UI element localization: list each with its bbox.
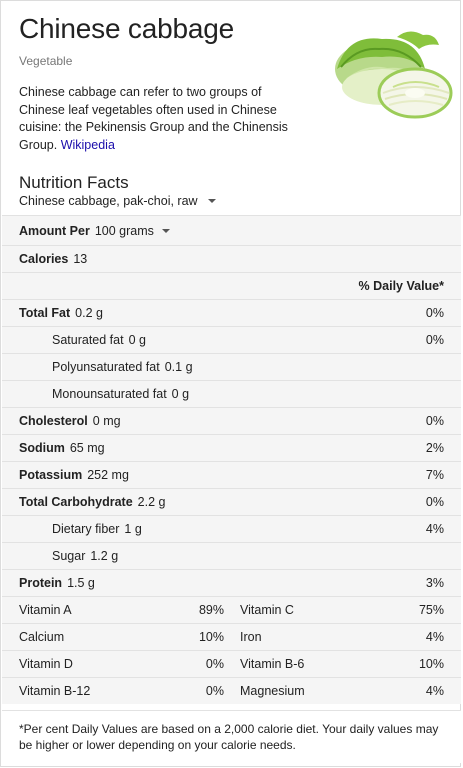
nutrient-value: 1.2 g [90, 549, 119, 563]
nutrient-value: 2.2 g [137, 495, 166, 509]
nutrient-value: 1 g [124, 522, 142, 536]
table-row: Dietary fiber 1 g 4% [2, 515, 461, 542]
food-selector-label: Chinese cabbage, pak-choi, raw [19, 194, 198, 208]
calories-row: Calories 13 [2, 245, 461, 272]
table-row: Saturated fat 0 g 0% [2, 326, 461, 353]
chevron-down-icon [161, 228, 170, 233]
cabbage-illustration [335, 31, 453, 119]
nutrition-table: Amount Per 100 grams Calories 13 % Daily… [2, 215, 461, 704]
nutrient-label: Total Fat [19, 306, 71, 320]
serving-value: 100 grams [94, 223, 154, 238]
nutrition-facts-title: Nutrition Facts [19, 173, 129, 192]
nutrient-value: 252 mg [87, 468, 129, 482]
vitamin-name: Magnesium [240, 684, 305, 698]
nutrient-value: 0 mg [92, 414, 121, 428]
description: Chinese cabbage can refer to two groups … [19, 84, 309, 154]
nutrient-value: 1.5 g [67, 576, 95, 590]
table-row: Cholesterol 0 mg 0% [2, 407, 461, 434]
vitamin-dv: 89% [198, 603, 224, 617]
vitamin-dv: 0% [205, 684, 224, 698]
table-row: Total Carbohydrate 2.2 g 0% [2, 488, 461, 515]
wikipedia-link[interactable]: Wikipedia [60, 137, 115, 152]
food-selector[interactable]: Chinese cabbage, pak-choi, raw [19, 194, 216, 208]
vitamin-name: Vitamin D [19, 657, 73, 671]
nutrient-dv: 0% [425, 333, 444, 347]
vitamin-row: Calcium 10% Iron 4% [2, 623, 461, 650]
daily-value-header-row: % Daily Value* [2, 272, 461, 299]
nutrient-label: Monounsaturated fat [52, 387, 167, 401]
nutrient-label: Dietary fiber [52, 522, 120, 536]
description-text: Chinese cabbage can refer to two groups … [19, 85, 288, 152]
table-row: Polyunsaturated fat 0.1 g [2, 353, 461, 380]
nutrient-label: Total Carbohydrate [19, 495, 133, 509]
vitamin-dv: 0% [205, 657, 224, 671]
nutrient-value: 0.1 g [164, 360, 193, 374]
vitamin-name: Iron [240, 630, 262, 644]
serving-selector[interactable]: 100 grams [95, 224, 170, 238]
nutrient-label: Potassium [19, 468, 83, 482]
vitamin-name: Calcium [19, 630, 65, 644]
nutrient-value: 0.2 g [75, 306, 103, 320]
vitamin-row: Vitamin A 89% Vitamin C 75% [2, 596, 461, 623]
nutrient-dv: 0% [425, 495, 444, 509]
subtitle: Vegetable [19, 54, 73, 68]
nutrient-dv: 7% [425, 468, 444, 482]
vitamin-dv: 4% [425, 684, 444, 698]
vitamin-dv: 4% [425, 630, 444, 644]
footnote: *Per cent Daily Values are based on a 2,… [2, 710, 461, 763]
chevron-down-icon [207, 199, 216, 203]
daily-value-header: % Daily Value* [358, 279, 444, 293]
table-row: Sodium 65 mg 2% [2, 434, 461, 461]
nutrient-dv: 3% [425, 576, 444, 590]
nutrient-label: Protein [19, 576, 63, 590]
amount-label: Amount Per [19, 223, 90, 238]
nutrient-label: Polyunsaturated fat [52, 360, 160, 374]
vitamin-name: Vitamin A [19, 603, 72, 617]
nutrient-dv: 4% [425, 522, 444, 536]
nutrient-label: Saturated fat [52, 333, 124, 347]
nutrient-dv: 2% [425, 441, 444, 455]
nutrient-label: Cholesterol [19, 414, 88, 428]
vitamin-dv: 10% [418, 657, 444, 671]
vitamin-name: Vitamin B-12 [19, 684, 91, 698]
cabbage-image[interactable] [327, 29, 455, 121]
nutrient-value: 0 g [171, 387, 190, 401]
vitamin-dv: 75% [418, 603, 444, 617]
table-row: Total Fat 0.2 g 0% [2, 299, 461, 326]
nutrient-dv: 0% [425, 414, 444, 428]
amount-row: Amount Per 100 grams [2, 215, 461, 245]
nutrient-label: Sugar [52, 549, 86, 563]
calories-label: Calories [19, 252, 69, 266]
table-row: Protein 1.5 g 3% [2, 569, 461, 596]
vitamin-row: Vitamin D 0% Vitamin B-6 10% [2, 650, 461, 677]
vitamin-dv: 10% [198, 630, 224, 644]
table-row: Monounsaturated fat 0 g [2, 380, 461, 407]
table-row: Potassium 252 mg 7% [2, 461, 461, 488]
vitamin-row: Vitamin B-12 0% Magnesium 4% [2, 677, 461, 704]
nutrient-value: 65 mg [69, 441, 105, 455]
nutrient-dv: 0% [425, 306, 444, 320]
vitamin-name: Vitamin B-6 [240, 657, 305, 671]
nutrient-label: Sodium [19, 441, 65, 455]
calories-value: 13 [73, 252, 88, 266]
vitamin-name: Vitamin C [240, 603, 294, 617]
page-title: Chinese cabbage [19, 13, 234, 44]
table-row: Sugar 1.2 g [2, 542, 461, 569]
nutrient-value: 0 g [128, 333, 146, 347]
